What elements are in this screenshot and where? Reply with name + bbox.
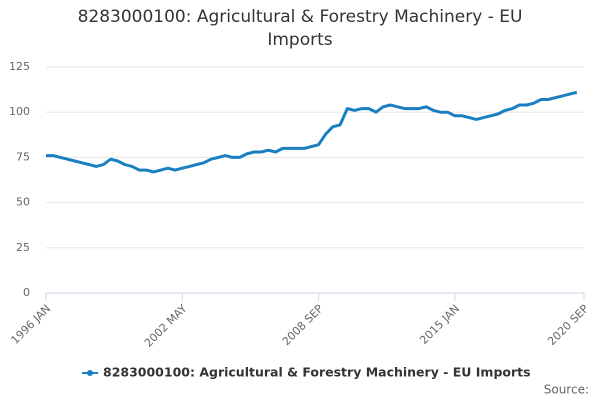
x-tick-label: 1996 JAN [8, 302, 53, 347]
y-tick-label: 75 [16, 150, 30, 163]
y-tick-label: 0 [23, 286, 30, 299]
x-tick-label: 2008 SEP [280, 302, 326, 348]
x-tick-label: 2015 JAN [417, 302, 462, 347]
data-line [46, 90, 578, 174]
y-tick-label: 125 [9, 60, 30, 73]
legend-label: 8283000100: Agricultural & Forestry Mach… [103, 365, 531, 380]
legend-marker [87, 370, 93, 376]
chart-title: 8283000100: Agricultural & Forestry Mach… [77, 7, 523, 50]
source: Source: [544, 383, 589, 397]
y-tick-label: 100 [9, 105, 30, 118]
x-tick-label: 2002 MAY [142, 302, 190, 350]
x-tick-label: 2020 SEP [545, 302, 591, 348]
y-tick-label: 25 [16, 241, 30, 254]
y-tick-label: 50 [16, 196, 30, 209]
